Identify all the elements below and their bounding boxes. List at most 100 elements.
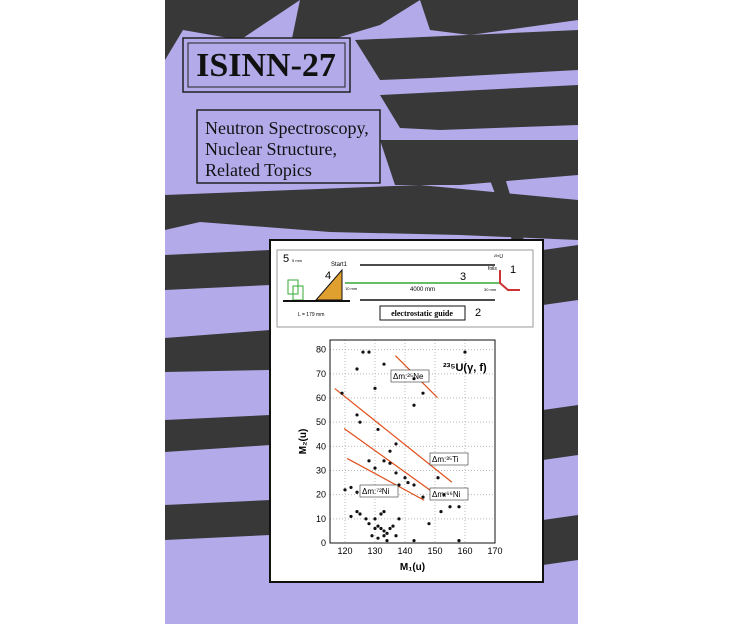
guide-label-box (379, 305, 466, 321)
data-point (382, 362, 386, 366)
fit-line (334, 388, 453, 483)
data-point (379, 526, 383, 531)
y-tick-label: 30 (316, 466, 326, 476)
x-tick-label: 120 (337, 546, 352, 556)
data-point (442, 493, 446, 497)
x-tick-label: 150 (427, 546, 442, 556)
data-point (427, 522, 431, 526)
diagram-label: L = 179 mm (298, 312, 324, 318)
data-point (358, 512, 362, 516)
subtitle: Neutron Spectroscopy, (205, 118, 369, 138)
diagram-label: 3 (460, 271, 466, 283)
data-point (355, 490, 359, 494)
data-point (421, 495, 425, 499)
y-tick-label: 10 (316, 514, 326, 524)
data-point (382, 534, 386, 538)
y-tick-label: 20 (316, 490, 326, 500)
diagram (283, 264, 520, 321)
data-point (463, 350, 467, 354)
data-point (358, 420, 362, 424)
fit-line (346, 457, 425, 501)
data-point (373, 386, 377, 390)
data-point (349, 485, 353, 490)
diagram-label: 5 mm (292, 258, 303, 263)
diagram-label: 4 (325, 270, 331, 282)
data-point (382, 529, 386, 533)
data-point (376, 427, 380, 432)
title-box-inner (187, 42, 346, 88)
data-point (421, 391, 425, 395)
data-point (436, 476, 440, 480)
data-point (343, 488, 347, 492)
annotation: Δm:⁶⁶Ni (432, 490, 461, 499)
data-point (385, 538, 389, 543)
data-point (406, 480, 410, 485)
data-point (379, 512, 383, 516)
data-point (397, 517, 401, 521)
data-point (388, 461, 392, 465)
cover-pattern (165, 0, 578, 565)
data-point (382, 509, 386, 514)
data-point (412, 377, 416, 381)
data-point (373, 526, 377, 531)
reaction-label: ²³⁵U(γ, f) (443, 362, 487, 374)
diagram-label: 10 mm (345, 286, 358, 291)
data-point (403, 476, 407, 480)
data-point (385, 531, 389, 535)
y-axis-label: M₂(u) (298, 429, 309, 455)
subtitle: Nuclear Structure, (205, 139, 337, 159)
data-point (373, 466, 377, 470)
diagram-label: ²³⁵U (494, 254, 503, 260)
y-tick-label: 80 (316, 345, 326, 355)
x-tick-label: 160 (457, 546, 472, 556)
scatter-plot: 120 130 140 150 160 170 0 10 20 30 40 50 60 70 80 M₁(u)… (298, 339, 503, 573)
x-tick-label: 170 (487, 546, 502, 556)
data-point (367, 459, 371, 463)
foil-holder (499, 270, 520, 291)
data-point (412, 483, 416, 487)
data-point (364, 517, 368, 521)
x-tick-label: 130 (367, 546, 382, 556)
y-tick-label: 0 (321, 538, 326, 548)
data-point (370, 534, 374, 538)
data-point (367, 350, 371, 354)
subtitle: Related Topics (205, 160, 312, 180)
y-tick-label: 50 (316, 417, 326, 427)
data-point (457, 505, 461, 509)
data-point (373, 517, 377, 521)
y-tick-label: 40 (316, 441, 326, 451)
data-point (394, 534, 398, 538)
data-point (397, 483, 401, 487)
data-point (376, 524, 380, 528)
fit-line (343, 427, 435, 494)
annotation-box (429, 452, 469, 466)
data-point (376, 536, 380, 540)
y-tick-label: 60 (316, 393, 326, 403)
x-tick-label: 140 (397, 546, 412, 556)
data-point (349, 514, 353, 519)
annotation-box (429, 487, 469, 501)
diagram-label: foils (488, 266, 497, 272)
data-point (394, 471, 398, 475)
data-point (412, 403, 416, 407)
data-point (448, 505, 452, 509)
data-point (382, 459, 386, 463)
data-point (355, 509, 359, 514)
annotation-box (390, 369, 430, 383)
data-point (439, 509, 443, 514)
title-box (182, 37, 351, 93)
diagram-label: 30 mm (484, 287, 497, 292)
data-point (355, 413, 359, 417)
guide-label: electrostatic guide (391, 309, 453, 318)
x-axis-label: M₁(u) (400, 562, 425, 573)
y-tick-label: 70 (316, 369, 326, 379)
diagram-label: Start1 (331, 262, 348, 268)
data-point (340, 391, 344, 395)
plot-frame (329, 339, 496, 544)
data-point (391, 524, 395, 528)
annotation-box (359, 484, 399, 498)
annotation: Δm:³⁵Ti (432, 455, 459, 464)
annotation: Δm:⁷²Ni (362, 487, 390, 496)
annotation: Δm:²⁵Ne (393, 372, 424, 381)
data-point (457, 538, 461, 543)
